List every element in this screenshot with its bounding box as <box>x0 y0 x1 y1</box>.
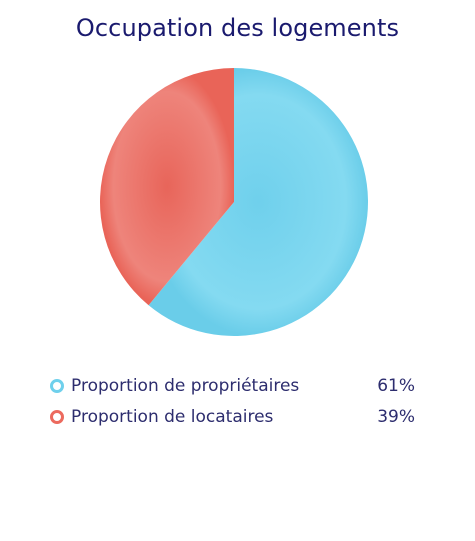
legend-value: 39% <box>377 406 415 427</box>
legend-item-locataires[interactable]: Proportion de locataires 39% <box>50 403 415 434</box>
legend-label: Proportion de locataires <box>71 406 274 427</box>
pie-slices <box>100 68 368 337</box>
legend-marker-icon <box>50 378 64 393</box>
chart-title: Occupation des logements <box>75 14 400 42</box>
legend-marker-icon <box>50 409 64 424</box>
legend-value: 61% <box>377 375 415 396</box>
legend-item-proprietaires[interactable]: Proportion de propriétaires 61% <box>50 372 415 403</box>
legend-label: Proportion de propriétaires <box>71 375 300 396</box>
pie-slice-proprietaires[interactable] <box>148 68 368 337</box>
legend: Proportion de propriétaires 61% Proporti… <box>50 372 415 434</box>
pie-slice-locataires[interactable] <box>100 68 234 306</box>
